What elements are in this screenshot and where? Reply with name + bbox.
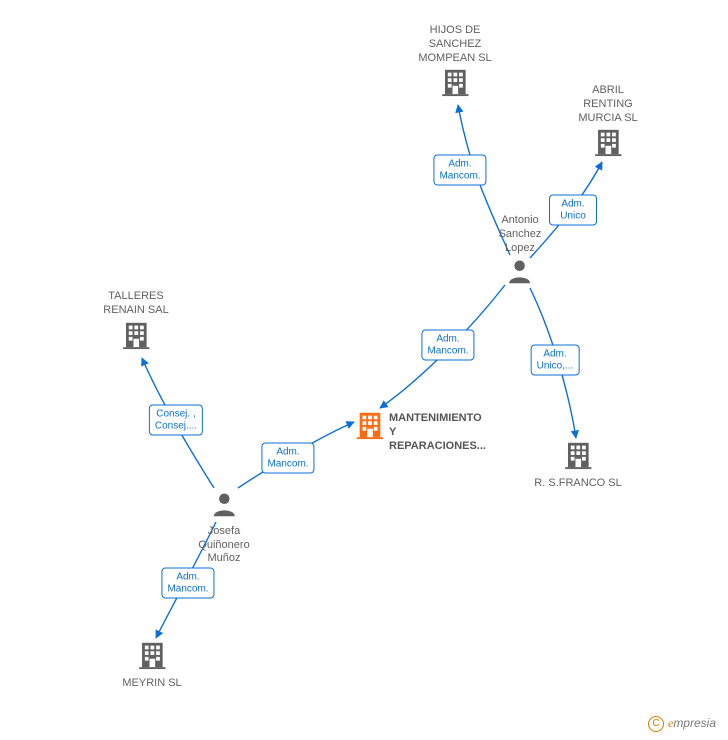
person-icon bbox=[210, 490, 238, 523]
company-icon bbox=[121, 320, 151, 355]
edge-label-josefa-meyrin: Adm. Mancom. bbox=[161, 568, 214, 599]
node-central[interactable]: MANTENIMIENTO Y REPARACIONES... bbox=[355, 410, 486, 453]
edge-label-antonio-hijos: Adm. Mancom. bbox=[433, 155, 486, 186]
company-icon bbox=[137, 640, 167, 675]
company-icon bbox=[563, 440, 593, 475]
node-label: TALLERES RENAIN SAL bbox=[103, 290, 168, 318]
diagram-canvas: HIJOS DE SANCHEZ MOMPEAN SL ABRIL RENTIN… bbox=[0, 0, 728, 740]
brand-rest: mpresia bbox=[673, 716, 716, 730]
edge-label-josefa-talleres: Consej. , Consej.... bbox=[149, 405, 203, 436]
node-label: MANTENIMIENTO Y REPARACIONES... bbox=[389, 412, 486, 453]
node-label: Josefa Quiñonero Muñoz bbox=[198, 525, 249, 566]
node-label: ABRIL RENTING MURCIA SL bbox=[578, 84, 637, 125]
footer-brand: Cempresia bbox=[648, 716, 716, 732]
node-meyrin[interactable]: MEYRIN SL bbox=[122, 640, 181, 691]
copyright-mark: C bbox=[648, 716, 664, 732]
person-icon bbox=[506, 257, 534, 290]
edge-label-antonio-central: Adm. Mancom. bbox=[421, 330, 474, 361]
node-label: Antonio Sanchez Lopez bbox=[499, 214, 542, 255]
node-label: HIJOS DE SANCHEZ MOMPEAN SL bbox=[418, 24, 491, 65]
company-icon bbox=[440, 67, 470, 102]
node-talleres[interactable]: TALLERES RENAIN SAL bbox=[103, 288, 168, 354]
edge-label-antonio-abril: Adm. Unico bbox=[549, 195, 597, 226]
node-label: MEYRIN SL bbox=[122, 677, 181, 691]
node-label: R. S.FRANCO SL bbox=[534, 477, 621, 491]
node-antonio[interactable]: Antonio Sanchez Lopez bbox=[499, 212, 542, 290]
edge-label-josefa-central: Adm. Mancom. bbox=[261, 443, 314, 474]
company-icon bbox=[593, 127, 623, 162]
company-icon bbox=[355, 410, 385, 445]
edge-label-antonio-rsfranco: Adm. Unico,... bbox=[531, 345, 580, 376]
node-rsfranco[interactable]: R. S.FRANCO SL bbox=[534, 440, 621, 491]
node-josefa[interactable]: Josefa Quiñonero Muñoz bbox=[198, 490, 249, 566]
node-abril[interactable]: ABRIL RENTING MURCIA SL bbox=[578, 82, 637, 162]
node-hijos[interactable]: HIJOS DE SANCHEZ MOMPEAN SL bbox=[418, 22, 491, 102]
